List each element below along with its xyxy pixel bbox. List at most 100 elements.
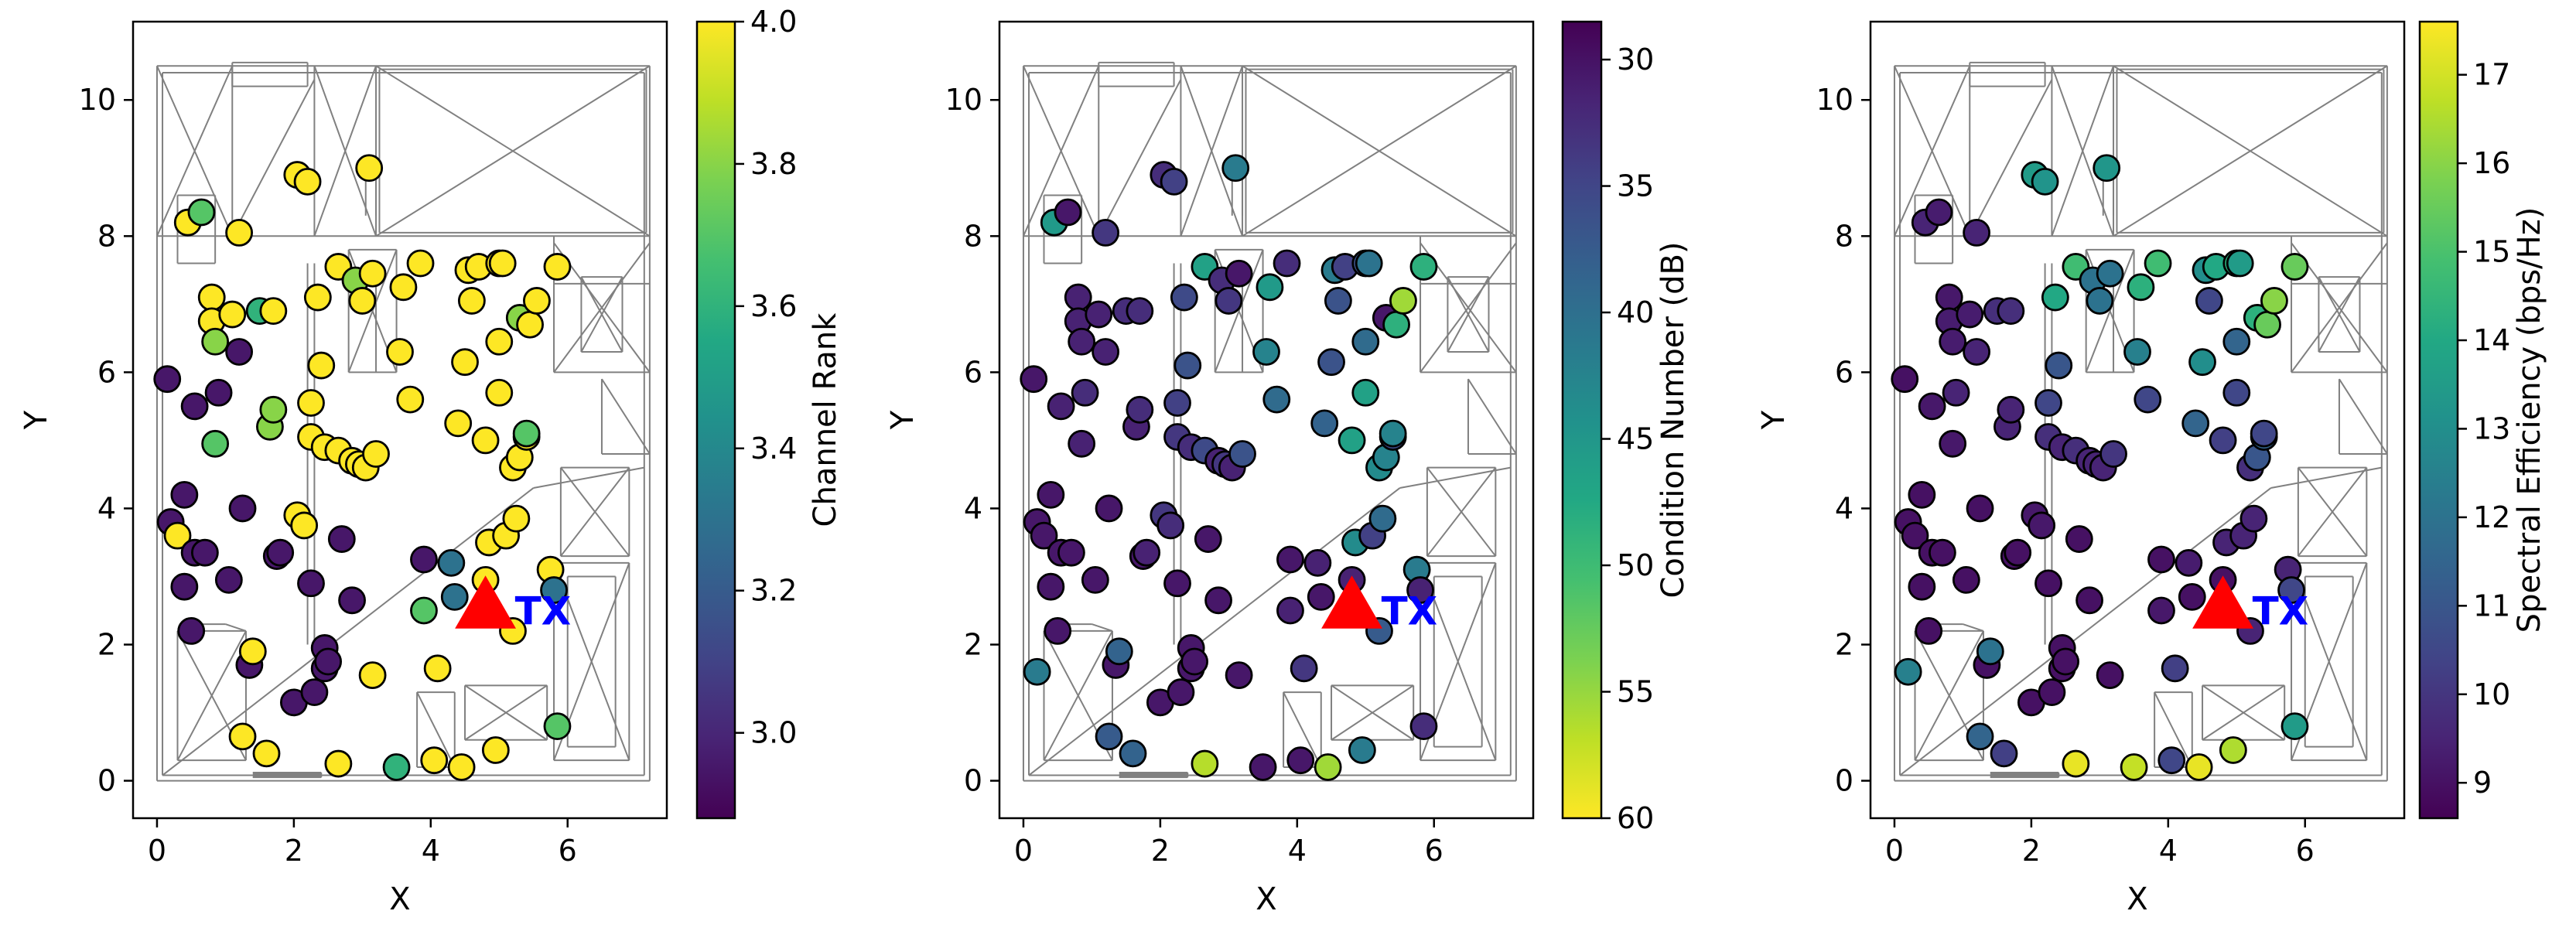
axes-frame [132, 20, 668, 820]
data-point [2222, 378, 2251, 407]
data-point [163, 521, 192, 550]
data-point [1915, 617, 1943, 645]
data-point [2052, 647, 2080, 676]
scatter-points [1891, 154, 2309, 781]
data-point [2147, 545, 2175, 574]
floorplan [155, 61, 651, 782]
data-point [543, 253, 572, 281]
data-point [2185, 753, 2213, 781]
wall-segment [1180, 65, 1243, 237]
wall-segment [1098, 79, 1182, 237]
data-point [355, 154, 384, 183]
y-tick-label: 6 [964, 355, 982, 389]
wall-segment [560, 467, 630, 557]
data-point [406, 249, 435, 278]
data-point [180, 392, 209, 421]
x-tick-label: 2 [2022, 834, 2041, 868]
data-point [437, 548, 466, 577]
y-tick-label: 10 [1816, 83, 1853, 117]
data-point [1409, 253, 1438, 281]
data-point [2280, 253, 2309, 281]
data-point [1952, 565, 1980, 594]
data-point [1095, 494, 1123, 523]
data-point [1160, 167, 1188, 196]
data-point [2123, 338, 2151, 366]
data-point [1379, 419, 1407, 448]
wall-segment [1331, 684, 1414, 741]
data-point [2045, 351, 2073, 380]
wall-segment [1894, 65, 1971, 237]
data-point [1256, 273, 1284, 302]
data-point [1317, 348, 1345, 377]
data-point [1044, 617, 1072, 645]
data-point [1290, 654, 1318, 683]
y-tick-label: 2 [964, 628, 982, 662]
data-point [2157, 746, 2186, 775]
colorbar-tick-label: 16 [2473, 146, 2510, 180]
data-point [1133, 538, 1161, 567]
data-point [1894, 657, 1922, 686]
colorbar-tick-label: 15 [2473, 235, 2510, 269]
y-tick-label: 4 [97, 491, 116, 525]
data-point [451, 348, 479, 377]
x-axis-label: X [2127, 882, 2147, 917]
data-point [1901, 521, 1929, 550]
data-point [300, 678, 329, 707]
data-point [2195, 287, 2223, 315]
data-point [1963, 219, 1991, 247]
wall-segment [1963, 623, 1984, 632]
data-point [1348, 736, 1376, 764]
data-point [1276, 545, 1304, 574]
data-point [358, 661, 387, 690]
data-point [1935, 283, 1963, 312]
data-point [228, 722, 257, 751]
wall-segment [1023, 65, 1100, 237]
data-point [1918, 392, 1946, 421]
data-point [1997, 297, 2025, 326]
data-point [2175, 548, 2203, 577]
data-point [2099, 440, 2127, 468]
colorbar-tick-label: 55 [1617, 675, 1654, 709]
colorbar-tick-label: 14 [2473, 323, 2510, 357]
data-point [2062, 749, 2090, 778]
colorbar-tick-label: 3.4 [750, 432, 797, 466]
wall-segment [1092, 623, 1113, 632]
data-point [1286, 746, 1315, 775]
data-point [2226, 249, 2254, 278]
data-point [259, 297, 288, 326]
data-point [1338, 426, 1366, 455]
tx-marker [2192, 575, 2254, 629]
data-point [1092, 338, 1120, 366]
data-point [187, 198, 216, 227]
tx-label: TX [1382, 589, 1438, 633]
data-point [1314, 753, 1342, 781]
plot-area [133, 22, 667, 818]
x-axis-label: X [1256, 882, 1276, 917]
wall-segment [2202, 684, 2285, 741]
floorplan [1022, 61, 1517, 782]
wall-segment [1028, 487, 1401, 776]
data-point [2028, 511, 2056, 540]
wall-segment [1969, 79, 2053, 237]
data-point [2034, 569, 2062, 598]
data-point [327, 525, 356, 553]
data-point [1085, 300, 1113, 329]
data-point [297, 389, 325, 417]
y-axis-label: Y [1756, 410, 1792, 430]
wall-segment [1399, 466, 1511, 490]
data-point [2178, 582, 2206, 611]
data-point [238, 637, 267, 666]
data-point [2188, 348, 2216, 377]
x-tick-label: 2 [1151, 834, 1170, 868]
data-point [1324, 287, 1352, 315]
data-point [358, 259, 387, 288]
data-point [2093, 154, 2121, 183]
y-tick-label: 10 [79, 83, 116, 117]
colorbar-tick-label: 60 [1617, 801, 1654, 835]
data-point [2209, 426, 2237, 455]
data-point [1990, 739, 2018, 768]
data-point [1068, 327, 1096, 356]
data-point [502, 504, 531, 533]
data-point [307, 351, 336, 380]
chart-panel-1: TX 0 2 4 6 0 2 4 6 8 10 X Y 3.0 3.2 3.4 3.6 3.8 4.0 Channel… [19, 5, 843, 917]
